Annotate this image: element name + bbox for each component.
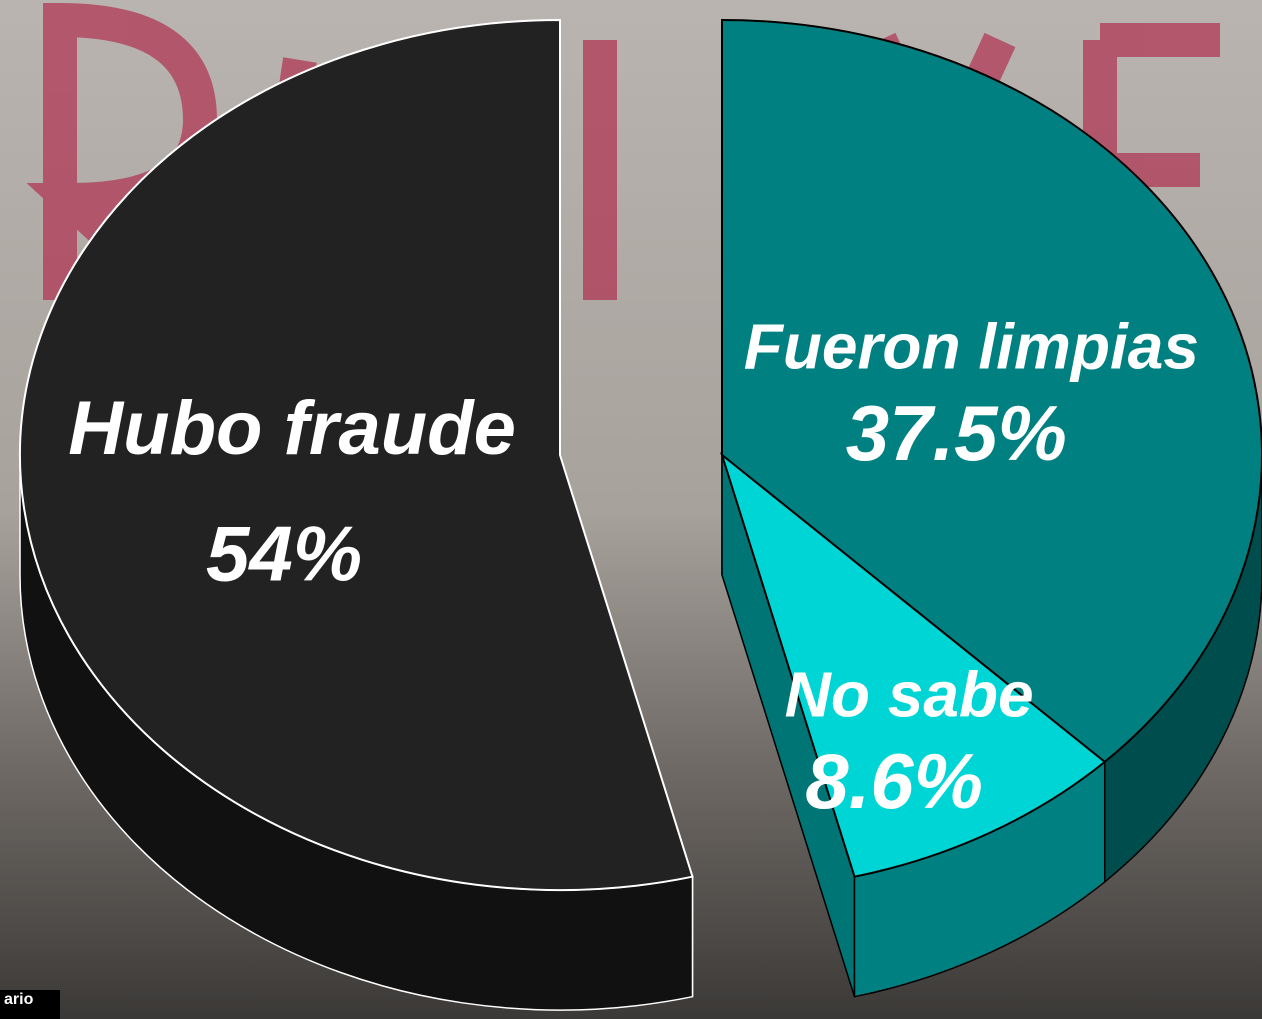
slice-value-label: 37.5% (846, 389, 1067, 477)
slice-value-label: 8.6% (805, 737, 983, 825)
slice-label: Hubo fraude (68, 386, 516, 471)
slice-label: Fueron limpias (744, 310, 1199, 382)
watermark: ario (4, 991, 34, 1008)
chart: ario Hubo fraude 54% Fueron limpias37.5% No… (0, 0, 1262, 1019)
slice-label: No sabe (785, 658, 1034, 730)
slice-value-label: 54% (206, 510, 362, 598)
page: ario Hubo fraude 54% Fueron limpias37.5% No… (0, 0, 1262, 1019)
